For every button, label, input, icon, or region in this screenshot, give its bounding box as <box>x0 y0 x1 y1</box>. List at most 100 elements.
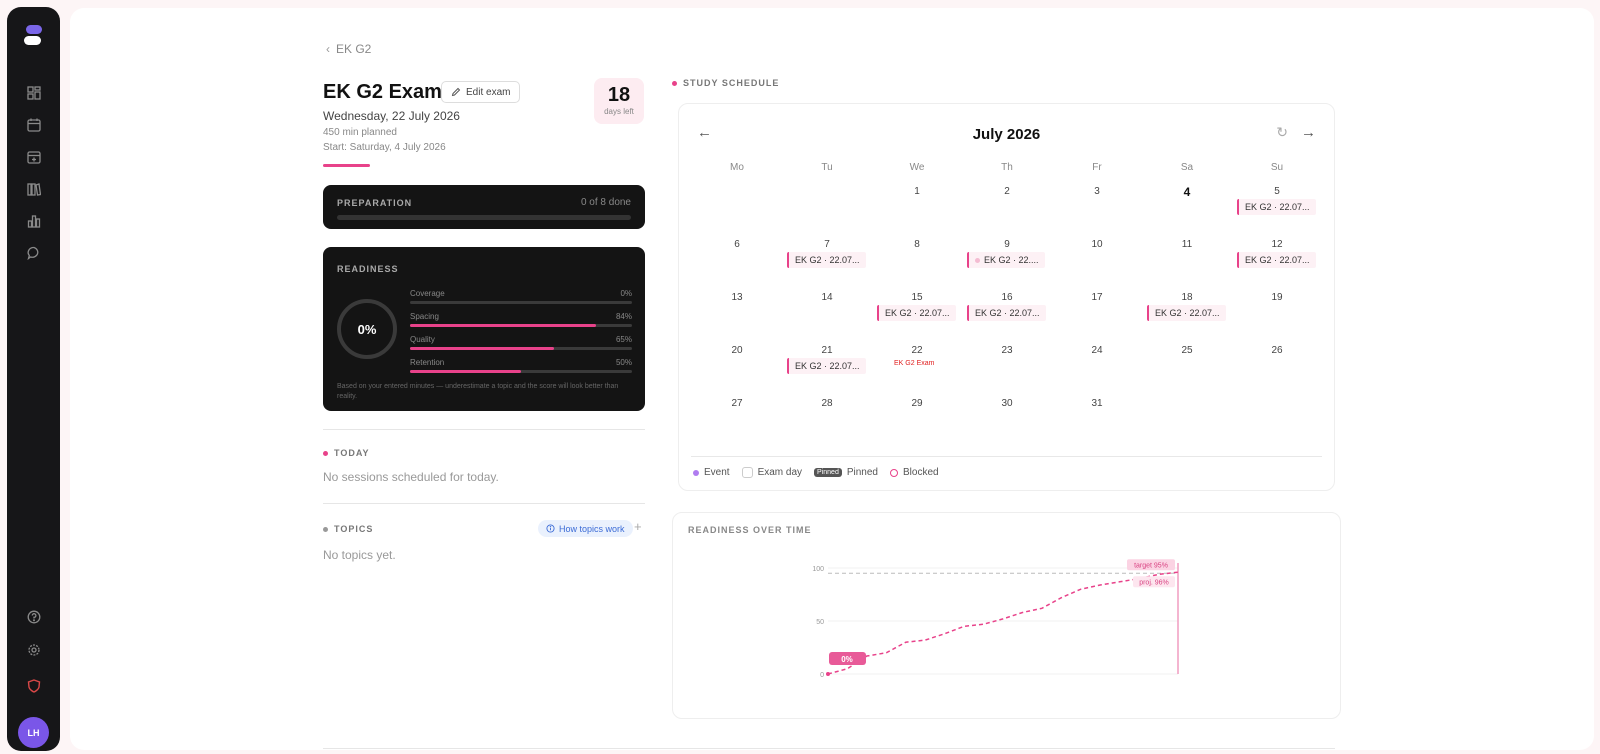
calendar-day[interactable]: 8 <box>914 239 920 250</box>
weekday-label: Th <box>1001 162 1013 173</box>
divider <box>323 429 645 430</box>
event-dot-icon <box>693 469 699 476</box>
chevron-left-icon: ‹ <box>326 42 330 56</box>
accent-dot <box>672 80 677 86</box>
calendar-day[interactable]: 24 <box>1091 345 1103 356</box>
y-tick-label: 100 <box>812 566 824 573</box>
calendar-day[interactable]: 25 <box>1181 345 1193 356</box>
calendar-event[interactable]: EK G2 · 22.07... <box>877 305 956 321</box>
y-tick-label: 0 <box>820 672 824 679</box>
info-icon <box>546 524 555 533</box>
days-left-value: 18 <box>607 84 631 106</box>
calendar-day-today[interactable]: 4 <box>1183 185 1191 199</box>
preparation-label: PREPARATION <box>337 198 413 208</box>
app-logo[interactable] <box>24 25 44 49</box>
calendar-day-exam[interactable]: 22 <box>911 345 923 356</box>
stats-icon[interactable] <box>24 211 43 230</box>
calendar-day[interactable]: 1 <box>914 186 920 197</box>
settings-icon[interactable] <box>24 640 43 659</box>
calendar-day[interactable]: 23 <box>1001 345 1013 356</box>
next-month-button[interactable]: → <box>1301 124 1316 141</box>
chat-icon[interactable] <box>24 243 43 262</box>
metric-name: Retention <box>410 358 445 367</box>
calendar-day[interactable]: 12 <box>1271 239 1283 250</box>
calendar-add-icon[interactable] <box>24 147 43 166</box>
calendar-day[interactable]: 10 <box>1091 239 1103 250</box>
metric-name: Coverage <box>410 289 445 298</box>
metric-coverage: Coverage 0% <box>410 289 632 304</box>
calendar-day[interactable]: 13 <box>731 292 743 303</box>
add-topic-button[interactable]: + <box>634 519 642 534</box>
calendar-event[interactable]: EK G2 · 22.07... <box>787 358 866 374</box>
avatar[interactable]: LH <box>18 717 49 748</box>
calendar-day[interactable]: 18 <box>1181 292 1193 303</box>
prev-month-button[interactable]: ← <box>697 124 712 141</box>
calendar-day[interactable]: 2 <box>1004 186 1010 197</box>
calendar-day[interactable]: 20 <box>731 345 743 356</box>
calendar-day[interactable]: 27 <box>731 398 743 409</box>
refresh-icon[interactable]: ↻ <box>1276 124 1288 140</box>
calendar-icon[interactable] <box>24 115 43 134</box>
calendar-day[interactable]: 7 <box>824 239 830 250</box>
divider <box>323 748 1335 749</box>
preparation-count: 0 of 8 done <box>580 197 631 208</box>
schedule-header: STUDY SCHEDULE <box>672 78 779 88</box>
calendar-event-pinned[interactable]: EK G2 · 22.... <box>967 252 1045 268</box>
calendar-day[interactable]: 6 <box>734 239 740 250</box>
legend-event: Event <box>704 467 730 478</box>
page-title: EK G2 Exam <box>323 81 442 103</box>
calendar-event[interactable]: EK G2 · 22.07... <box>1237 199 1316 215</box>
topics-label: TOPICS <box>334 524 374 534</box>
calendar-day[interactable]: 19 <box>1271 292 1283 303</box>
metric-name: Quality <box>410 335 435 344</box>
how-topics-work-button[interactable]: How topics work <box>538 520 633 537</box>
legend-blocked: Blocked <box>902 467 939 478</box>
library-icon[interactable] <box>24 179 43 198</box>
today-header: TODAY <box>323 448 370 458</box>
calendar-card: ← July 2026 ↻ → Mo Tu We Th Fr Sa Su 1 2… <box>678 103 1335 491</box>
calendar-event[interactable]: EK G2 · 22.07... <box>787 252 866 268</box>
help-icon[interactable] <box>24 607 43 626</box>
calendar-day[interactable]: 16 <box>1001 292 1013 303</box>
exam-day-label: EK G2 Exam <box>894 360 935 367</box>
readiness-score-ring: 0% <box>337 299 397 359</box>
calendar-day[interactable]: 30 <box>1001 398 1013 409</box>
weekday-label: Fr <box>1092 162 1102 173</box>
legend-pinned: Pinned <box>846 467 878 478</box>
blocked-icon <box>889 468 898 477</box>
shield-icon[interactable] <box>24 676 43 695</box>
days-left-badge: 18 days left <box>594 78 644 124</box>
metric-value: 0% <box>620 289 632 298</box>
calendar-event[interactable]: EK G2 · 22.07... <box>1147 305 1226 321</box>
metric-retention: Retention 50% <box>410 358 632 373</box>
calendar-day[interactable]: 15 <box>911 292 923 303</box>
calendar-day[interactable]: 17 <box>1091 292 1103 303</box>
calendar-day[interactable]: 26 <box>1271 345 1283 356</box>
calendar-event[interactable]: EK G2 · 22.07... <box>967 305 1046 321</box>
current-label: 0% <box>841 655 853 664</box>
edit-exam-button[interactable]: Edit exam <box>441 81 521 103</box>
calendar-day[interactable]: 28 <box>821 398 833 409</box>
weekday-label: Sa <box>1180 162 1194 173</box>
calendar-day[interactable]: 29 <box>911 398 923 409</box>
breadcrumb[interactable]: ‹ EK G2 <box>326 42 371 56</box>
preparation-card[interactable]: PREPARATION 0 of 8 done <box>323 185 645 229</box>
readiness-chart: 0 50 100 0% target 95% proj. 96% <box>812 559 1179 679</box>
legend-exam-day: Exam day <box>757 467 803 478</box>
weekday-label: We <box>909 162 925 173</box>
calendar-day[interactable]: 9 <box>1004 239 1010 250</box>
divider <box>691 456 1322 457</box>
calendar-day[interactable]: 31 <box>1091 398 1103 409</box>
dashboard-icon[interactable] <box>24 83 43 102</box>
schedule-label: STUDY SCHEDULE <box>683 78 780 88</box>
calendar-event[interactable]: EK G2 · 22.07... <box>1237 252 1316 268</box>
title-accent-bar <box>323 164 370 167</box>
calendar-day[interactable]: 21 <box>821 345 833 356</box>
calendar-day[interactable]: 3 <box>1094 186 1100 197</box>
weekday-label: Su <box>1270 162 1284 173</box>
calendar-day[interactable]: 11 <box>1181 239 1193 250</box>
calendar-day[interactable]: 5 <box>1274 186 1280 197</box>
target-label: target 95% <box>1134 562 1168 569</box>
calendar-day[interactable]: 14 <box>821 292 833 303</box>
topics-header: TOPICS <box>323 524 373 534</box>
